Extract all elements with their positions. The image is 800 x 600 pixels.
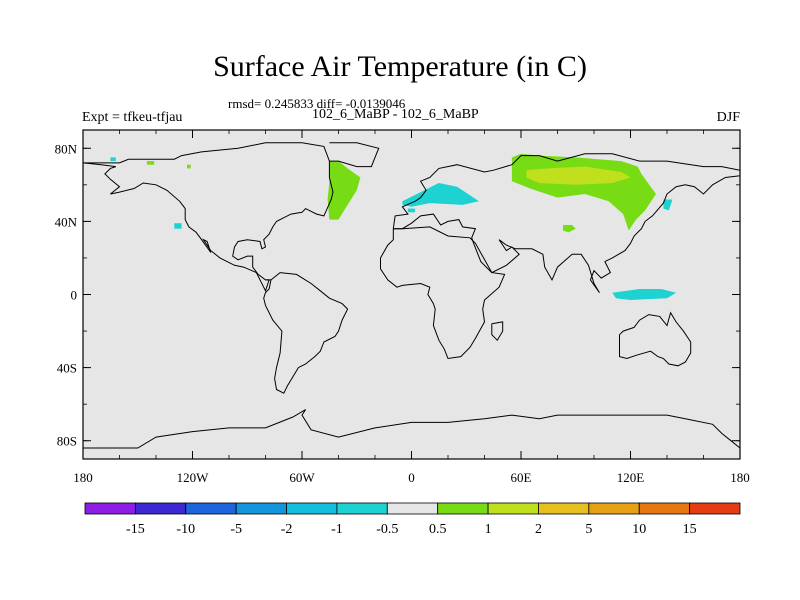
- colorbar-swatch: [134, 502, 187, 515]
- season-label: DJF: [716, 110, 740, 125]
- lon-tick-label: 180: [730, 470, 750, 485]
- pacific-cool-spot: [174, 223, 182, 229]
- north-america-warm-anomaly: [327, 161, 361, 220]
- colorbar-swatch: [487, 502, 539, 515]
- madagascar-coast: [491, 321, 504, 342]
- alaska-warm-spot: [146, 161, 155, 165]
- colorbar-swatch: [84, 502, 136, 515]
- lat-tick-label: 40N: [55, 214, 78, 229]
- colorbar-swatch: [538, 502, 590, 515]
- pacific-cool-anomaly: [612, 289, 677, 300]
- bering-cool-spot: [110, 157, 116, 162]
- colorbar-swatch: [588, 502, 640, 515]
- siberia-strong-warm-core: [526, 166, 631, 185]
- colorbar-swatch: [286, 502, 338, 515]
- alaska-warm-spot-2: [187, 164, 191, 169]
- australia-coast: [619, 311, 692, 367]
- colorbar-swatch: [185, 502, 237, 515]
- lon-tick-label: 180: [73, 470, 93, 485]
- colorbar: -15 -10 -5 -2 -1 -0.5 0.5 1 2 5 10 15: [84, 502, 741, 537]
- colorbar-swatch: [386, 502, 439, 515]
- lat-tick-label: 40S: [57, 361, 77, 376]
- map-plot-area: [82, 129, 741, 460]
- central-asia-warm-spot: [563, 225, 576, 233]
- experiment-label: Expt = tfkeu-tfjau: [82, 110, 183, 125]
- map-axes: 180 120W 60W 0 60E 120E 180 80N 40N 0 40S 80S: [55, 130, 750, 485]
- lon-tick-label: 0: [408, 470, 415, 485]
- colorbar-label: -15: [126, 522, 145, 537]
- figure-title: Surface Air Temperature (in C): [213, 50, 587, 83]
- colorbar-label: 1: [485, 522, 492, 537]
- lon-tick-label: 120W: [177, 470, 210, 485]
- lat-tick-label: 80S: [57, 434, 77, 449]
- rmsd-diff-stats: rmsd= 0.245833 diff= -0.0139046: [228, 96, 406, 111]
- africa-coast: [380, 226, 506, 360]
- colorbar-label: -5: [230, 522, 242, 537]
- greenland-coast: [329, 142, 380, 168]
- colorbar-label: 0.5: [429, 522, 447, 537]
- europe-cool-anomaly: [402, 183, 479, 207]
- colorbar-label: 5: [585, 522, 592, 537]
- japan-cool-anomaly: [663, 199, 673, 211]
- period-label: 102_6_MaBP - 102_6_MaBP: [312, 107, 479, 122]
- antarctica-coast: [83, 409, 740, 449]
- colorbar-swatch: [235, 502, 287, 515]
- lon-tick-label: 60W: [289, 470, 315, 485]
- eurasia-coast: [392, 153, 740, 293]
- lon-tick-label: 60E: [511, 470, 532, 485]
- colorbar-label: -1: [331, 522, 343, 537]
- europe-cool-spot-small: [407, 208, 416, 213]
- colorbar-label: 2: [535, 522, 542, 537]
- colorbar-label: -0.5: [376, 522, 398, 537]
- lon-tick-label: 120E: [617, 470, 645, 485]
- lat-tick-label: 0: [71, 288, 78, 303]
- colorbar-label: 15: [683, 522, 697, 537]
- colorbar-label: 10: [632, 522, 646, 537]
- colorbar-swatch: [689, 502, 741, 515]
- lat-tick-label: 80N: [55, 141, 78, 156]
- colorbar-label: -2: [281, 522, 293, 537]
- colorbar-swatch: [336, 502, 388, 515]
- colorbar-swatch: [437, 502, 489, 515]
- colorbar-label: -10: [176, 522, 195, 537]
- colorbar-swatch: [638, 502, 691, 515]
- south-america-coast: [263, 272, 349, 394]
